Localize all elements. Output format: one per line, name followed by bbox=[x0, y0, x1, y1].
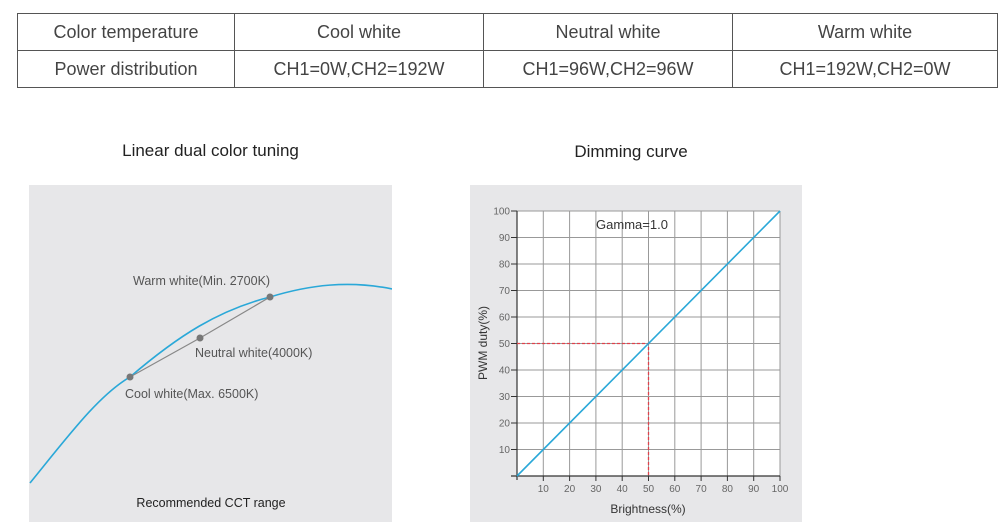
gamma-annotation: Gamma=1.0 bbox=[596, 217, 668, 232]
dimming-chart: 10 20 30 40 50 60 70 80 90 100 10 20 30 40 50 60 70 80 90 1… bbox=[476, 207, 789, 517]
table-row: Power distribution CH1=0W,CH2=192W CH1=9… bbox=[17, 50, 998, 88]
x-tick-label: 90 bbox=[748, 484, 760, 495]
dimming-chart-panel: 10 20 30 40 50 60 70 80 90 100 10 20 30 40 50 60 70 80 90 1… bbox=[470, 185, 802, 522]
cct-chart-title: Linear dual color tuning bbox=[122, 141, 299, 160]
y-tick-label: 40 bbox=[499, 366, 511, 377]
x-tick-label: 10 bbox=[538, 484, 550, 495]
x-tick-label: 80 bbox=[722, 484, 734, 495]
x-tick-label: 70 bbox=[696, 484, 708, 495]
y-tick-label: 60 bbox=[499, 313, 511, 324]
cct-chart-panel: Warm white(Min. 2700K) Neutral white(400… bbox=[29, 185, 393, 522]
x-axis-label: Brightness(%) bbox=[610, 502, 685, 516]
y-tick-label: 20 bbox=[499, 419, 511, 430]
y-axis-label: PWM duty(%) bbox=[476, 306, 490, 380]
cct-chart: Warm white(Min. 2700K) Neutral white(400… bbox=[29, 274, 393, 510]
dimming-chart-title: Dimming curve bbox=[574, 142, 688, 161]
y-tick-label: 90 bbox=[499, 233, 511, 244]
neutral-white-label: Neutral white(4000K) bbox=[195, 346, 312, 360]
series-line-gamma-1 bbox=[516, 210, 781, 477]
y-tick-label: 70 bbox=[499, 286, 511, 297]
table-cell: CH1=0W,CH2=192W bbox=[234, 50, 484, 88]
warm-white-point bbox=[266, 293, 274, 301]
table-cell: Neutral white bbox=[483, 13, 733, 51]
x-tick-label: 40 bbox=[617, 484, 629, 495]
x-tick-label: 20 bbox=[564, 484, 576, 495]
x-tick-label: 30 bbox=[590, 484, 602, 495]
cool-white-label: Cool white(Max. 6500K) bbox=[125, 387, 258, 401]
cct-caption: Recommended CCT range bbox=[136, 496, 285, 510]
cct-curve bbox=[29, 283, 393, 484]
warm-white-label: Warm white(Min. 2700K) bbox=[133, 274, 270, 288]
y-tick-label: 30 bbox=[499, 392, 511, 403]
table-cell: CH1=96W,CH2=96W bbox=[483, 50, 733, 88]
table-header-row: Color temperature Cool white Neutral whi… bbox=[17, 13, 998, 51]
cool-white-point bbox=[126, 373, 134, 381]
y-tick-label: 10 bbox=[499, 445, 511, 456]
y-tick-label: 100 bbox=[493, 207, 510, 218]
table-cell: Warm white bbox=[732, 13, 998, 51]
power-distribution-table: Color temperature Cool white Neutral whi… bbox=[17, 13, 998, 88]
x-tick-label: 60 bbox=[669, 484, 681, 495]
table-cell: CH1=192W,CH2=0W bbox=[732, 50, 998, 88]
x-tick-label: 100 bbox=[772, 484, 789, 495]
table-cell: Color temperature bbox=[17, 13, 235, 51]
y-tick-label: 80 bbox=[499, 260, 511, 271]
y-tick-label: 50 bbox=[499, 339, 511, 350]
neutral-white-point bbox=[196, 334, 204, 342]
table-cell: Cool white bbox=[234, 13, 484, 51]
x-tick-label: 50 bbox=[643, 484, 655, 495]
table-cell: Power distribution bbox=[17, 50, 235, 88]
